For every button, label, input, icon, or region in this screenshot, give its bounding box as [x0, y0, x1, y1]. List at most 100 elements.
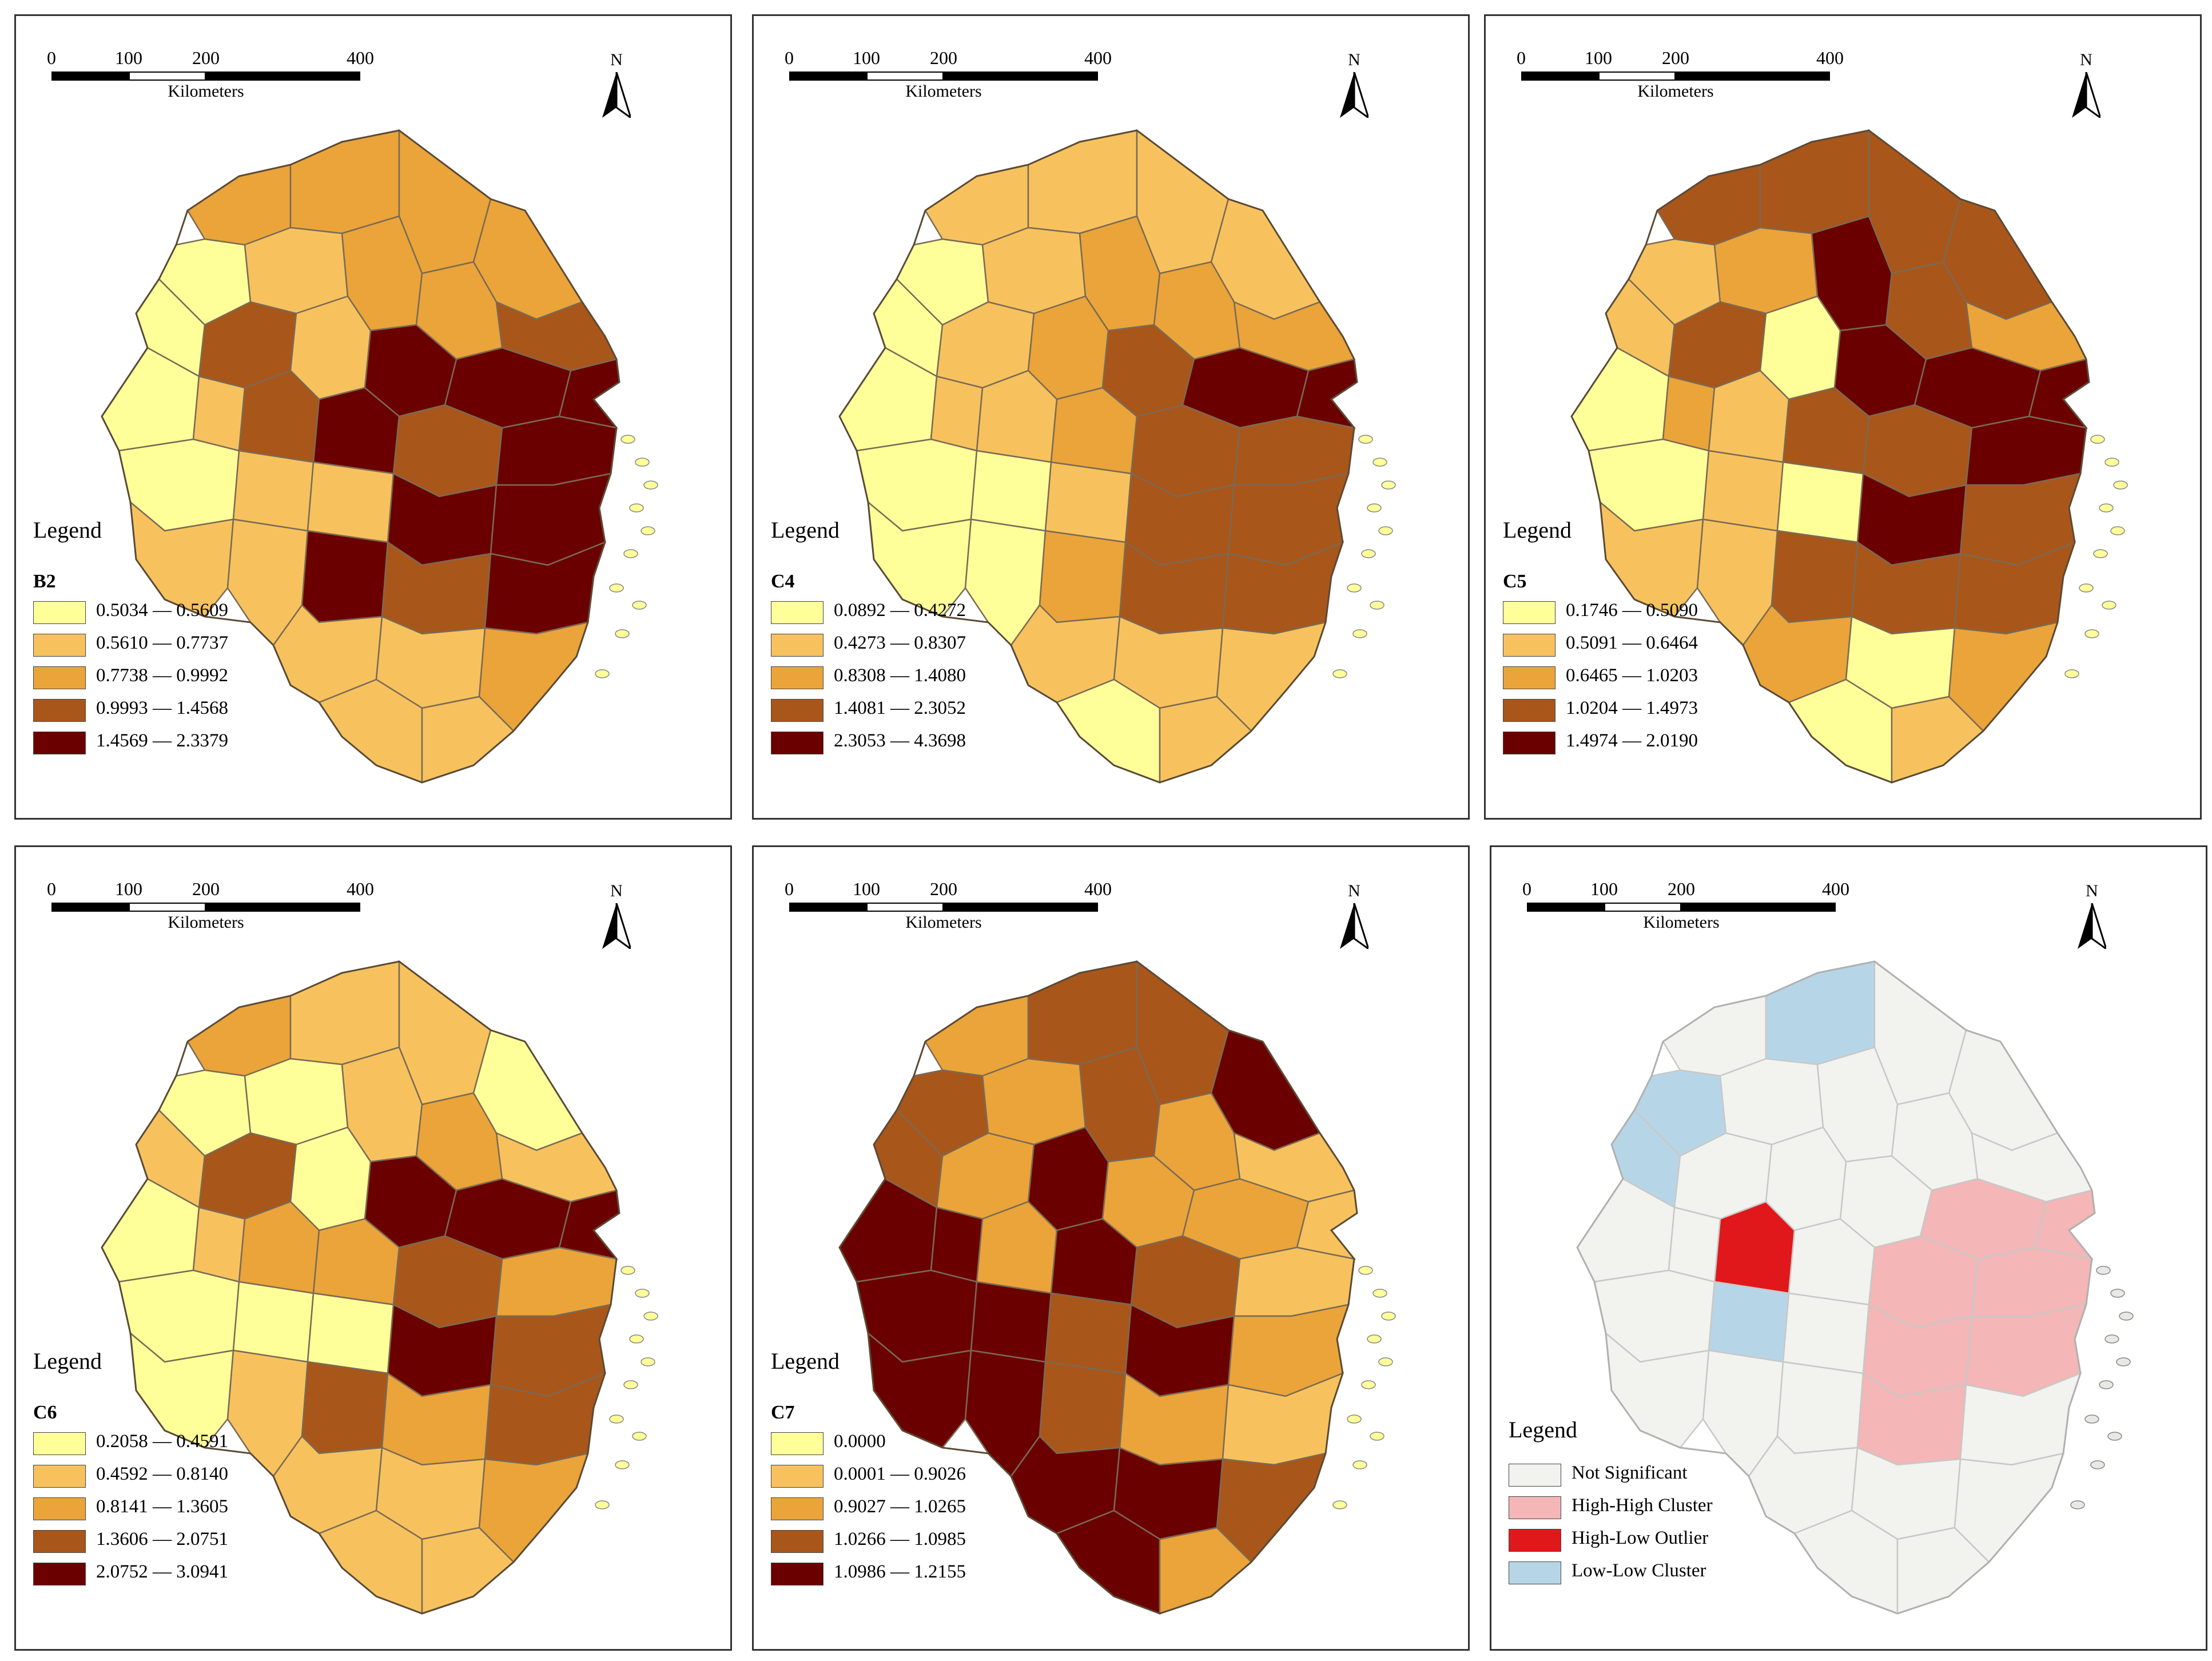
legend-label: 0.2058 — 0.4591 — [96, 1431, 228, 1452]
map-panel-c6: 0 100 200 400 Kilometers N Legend C6 0.2058 — 0.… — [14, 845, 732, 1651]
region-polygon — [1039, 530, 1127, 623]
scale-unit-label: Kilometers — [1643, 913, 1720, 932]
island-shape — [629, 503, 644, 512]
north-label: N — [610, 881, 623, 900]
region-polygon — [1771, 530, 1859, 623]
island-shape — [615, 1460, 630, 1469]
region-polygon — [1765, 960, 1876, 1066]
scale-unit-label: Kilometers — [1637, 82, 1714, 101]
scale-bar-segment — [1527, 903, 1604, 912]
island-shape — [632, 1432, 647, 1441]
legend-label: 0.8308 — 1.4080 — [834, 665, 966, 686]
island-shape — [1370, 1432, 1385, 1441]
island-shape — [1358, 435, 1373, 444]
legend-label: 1.3606 — 2.0751 — [96, 1529, 228, 1549]
region-polygon — [1965, 415, 2087, 486]
scale-bar-segment — [944, 903, 1098, 912]
north-arrow-icon: N — [596, 50, 636, 130]
region-polygon — [495, 415, 618, 486]
island-shape — [643, 1312, 658, 1321]
region-polygon — [930, 375, 984, 452]
legend-swatch — [33, 1432, 86, 1455]
island-shape — [1347, 1414, 1362, 1424]
scale-tick-label: 200 — [1668, 879, 1695, 899]
map-panel-c4: 0 100 200 400 Kilometers N Legend C4 0.0892 — 0.… — [752, 14, 1470, 820]
legend-title: Legend — [771, 1348, 840, 1374]
legend-swatch — [33, 601, 86, 624]
legend-label: 0.5610 — 0.7737 — [96, 633, 228, 653]
island-shape — [1332, 669, 1347, 678]
scale-bar: 0 100 200 400 Kilometers — [1517, 47, 1844, 101]
island-shape — [1372, 1289, 1387, 1298]
north-arrow-icon: N — [1334, 881, 1374, 961]
north-label: N — [2080, 50, 2092, 69]
north-arrow-icon: N — [596, 881, 636, 961]
legend-label: 0.5091 — 0.6464 — [1566, 633, 1698, 653]
island-shape — [2090, 1460, 2105, 1469]
scale-bar-segment — [51, 903, 129, 912]
north-arrow-icon: N — [2066, 50, 2106, 130]
scale-bar: 0 100 200 400 Kilometers — [47, 47, 374, 101]
legend-label: 0.5034 — 0.5609 — [96, 600, 228, 621]
scale-tick-label: 0 — [785, 879, 794, 899]
choropleth-map — [1566, 950, 2138, 1636]
scale-bar-segment — [789, 71, 866, 81]
choropleth-map — [90, 950, 662, 1636]
island-shape — [595, 669, 610, 678]
island-shape — [635, 1289, 650, 1298]
region-polygon — [289, 129, 400, 235]
region-polygon — [1776, 1361, 1864, 1455]
scale-tick-label: 200 — [192, 879, 220, 899]
island-shape — [620, 1266, 635, 1275]
legend-label: 0.7738 — 0.9992 — [96, 665, 228, 686]
island-shape — [623, 1380, 638, 1389]
region-polygon — [981, 227, 1087, 315]
scale-bar-segment — [129, 71, 206, 81]
scale-tick-label: 400 — [1816, 47, 1844, 68]
north-label: N — [1348, 50, 1360, 69]
scale-bar-segment — [1521, 71, 1598, 81]
island-shape — [2090, 435, 2105, 444]
legend-label: 1.4081 — 2.3052 — [834, 698, 966, 718]
region-polygon — [192, 375, 246, 452]
legend-swatch — [33, 699, 86, 722]
legend-label: 0.0000 — [834, 1431, 886, 1452]
scale-tick-label: 0 — [1522, 879, 1531, 899]
island-shape — [609, 583, 624, 593]
scale-bar-segment — [129, 903, 206, 912]
scale-tick-label: 200 — [1662, 47, 1689, 68]
island-shape — [620, 435, 635, 444]
island-shape — [1370, 601, 1385, 610]
region-polygon — [232, 1281, 315, 1363]
legend-swatch — [33, 666, 86, 689]
map-panel-c5: 0 100 200 400 Kilometers N Legend C5 0.1746 — 0.… — [1484, 14, 2202, 820]
scale-unit-label: Kilometers — [905, 82, 982, 101]
scale-bar-segment — [1681, 903, 1836, 912]
legend-variable-name: C6 — [33, 1402, 57, 1423]
island-shape — [1361, 1380, 1376, 1389]
island-shape — [1332, 1500, 1347, 1509]
island-shape — [2079, 583, 2094, 593]
map-panel-lisa: 0 100 200 400 Kilometers N Legend Not Significa… — [1490, 845, 2207, 1651]
region-polygon — [1759, 129, 1870, 235]
scale-unit-label: Kilometers — [168, 82, 244, 101]
region-polygon — [192, 1206, 246, 1283]
scale-tick-label: 100 — [115, 879, 142, 899]
island-shape — [2084, 629, 2099, 638]
island-shape — [2113, 480, 2128, 490]
scale-bar-segment — [206, 71, 360, 81]
island-shape — [2093, 549, 2108, 558]
legend-swatch — [33, 732, 86, 754]
region-polygon — [307, 1292, 395, 1374]
island-shape — [2084, 1414, 2099, 1424]
island-shape — [2110, 526, 2125, 535]
island-shape — [1367, 1334, 1382, 1344]
region-polygon — [1971, 1246, 2093, 1317]
legend-swatch — [771, 1465, 823, 1488]
region-polygon — [1027, 129, 1138, 235]
scale-tick-label: 100 — [853, 879, 880, 899]
region-polygon — [1668, 1206, 1721, 1283]
island-shape — [2102, 601, 2116, 610]
legend-label: 0.1746 — 0.5090 — [1566, 600, 1698, 621]
scale-bar-segment — [866, 71, 944, 81]
